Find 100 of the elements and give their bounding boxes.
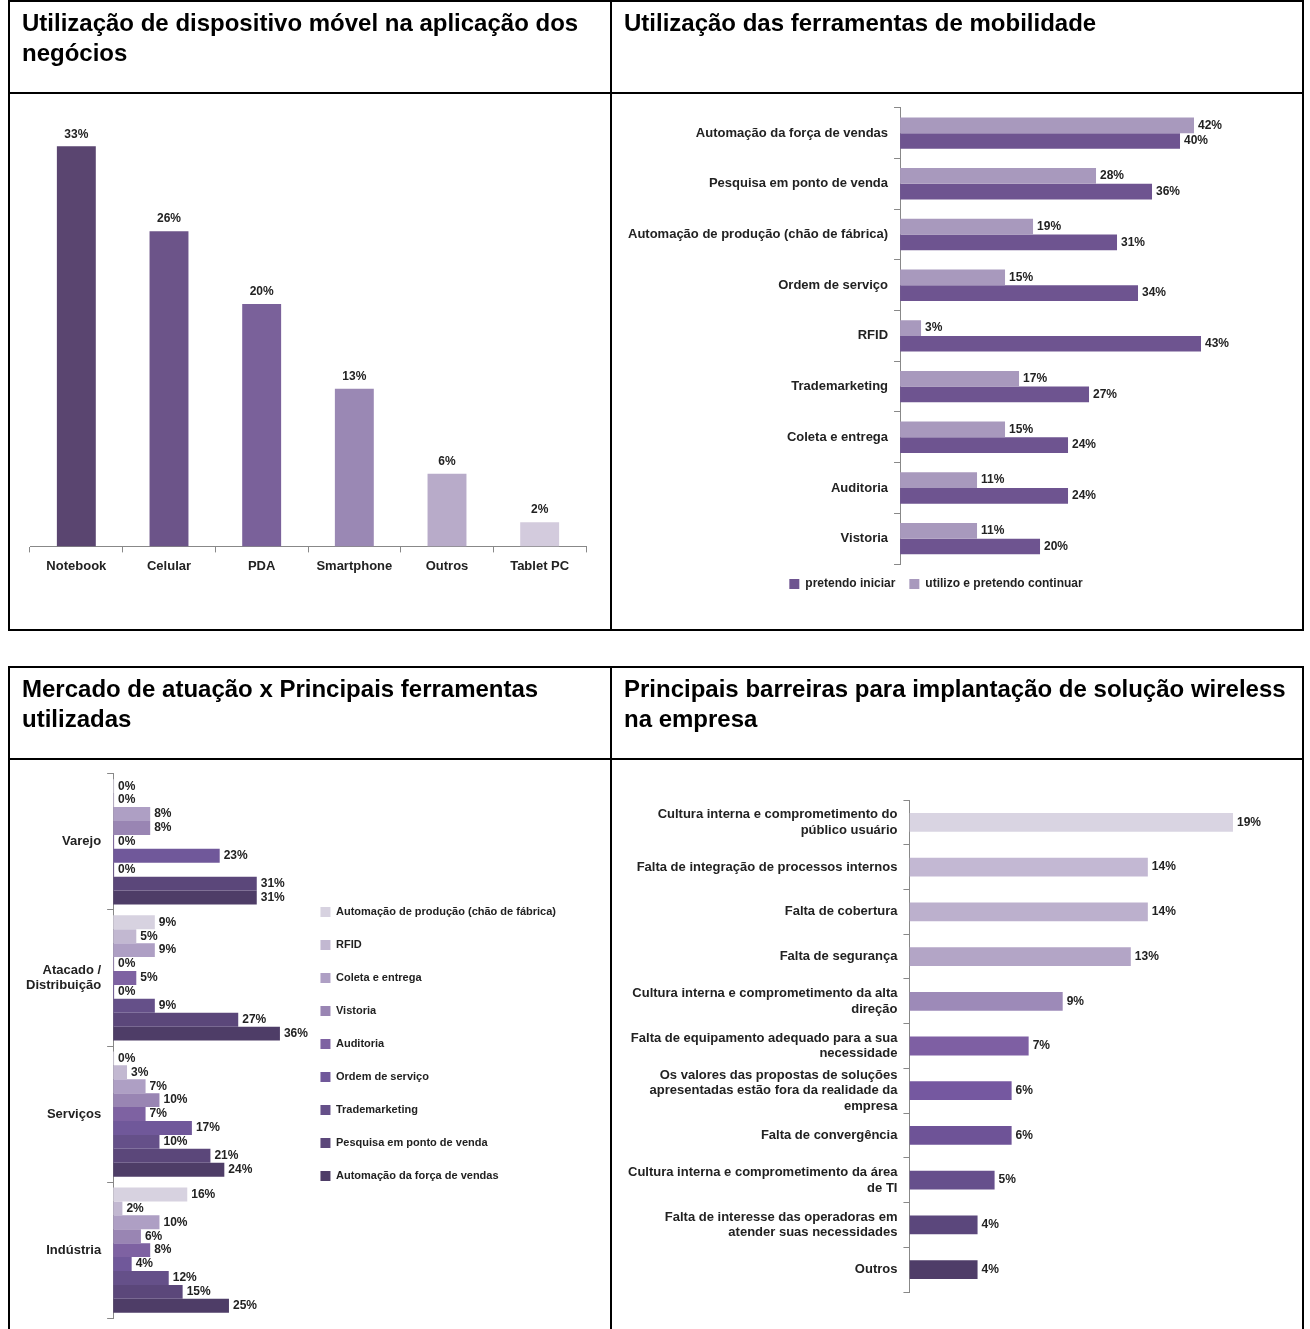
data-label: 0%	[118, 778, 136, 793]
y-tick-label: Cultura interna e comprometimento da área de TI	[628, 1163, 899, 1195]
data-label: 9%	[158, 998, 177, 1013]
y-tick-label: Falta de interesse das operadoras em atender suas necessidades	[664, 1208, 898, 1240]
data-label: 0%	[118, 834, 136, 849]
data-label: 36%	[283, 1025, 309, 1040]
data-label: 9%	[1066, 993, 1085, 1008]
data-label: 19%	[1236, 814, 1262, 829]
data-label: 33%	[64, 126, 89, 141]
data-label: 14%	[1151, 904, 1177, 919]
y-tick-label: Serviços	[46, 1105, 102, 1121]
data-label: 36%	[1156, 184, 1181, 198]
y-tick-label: Automação da força de vendas	[695, 124, 889, 140]
legend-label: Pesquisa em ponto de venda	[335, 1136, 489, 1149]
x-tick-label: Notebook	[46, 557, 108, 573]
data-label: 42%	[1198, 117, 1223, 132]
y-tick-label: Trademarketing	[791, 378, 889, 394]
data-label: 15%	[1009, 269, 1034, 284]
y-tick-label: Varejo	[62, 833, 102, 849]
y-tick-label: Indústria	[46, 1241, 102, 1257]
data-label: 0%	[118, 984, 136, 999]
y-tick-label: Outros	[854, 1261, 898, 1277]
data-label: 9%	[158, 942, 177, 957]
data-label: 3%	[131, 1064, 149, 1079]
data-label: 24%	[1072, 488, 1097, 503]
data-label: 15%	[186, 1284, 211, 1299]
data-label: 6%	[1015, 1083, 1034, 1098]
data-label: 8%	[154, 1242, 172, 1257]
x-tick-label: Celular	[146, 557, 192, 573]
data-label: 27%	[1093, 386, 1118, 401]
data-label: 4%	[981, 1261, 1000, 1276]
data-label: 8%	[154, 806, 172, 821]
data-label: 20%	[249, 284, 274, 299]
data-label: 24%	[1072, 437, 1097, 452]
data-label: 5%	[998, 1172, 1017, 1187]
data-label: 11%	[981, 523, 1005, 538]
data-label: 8%	[154, 820, 172, 835]
data-label: 10%	[163, 1134, 188, 1149]
data-label: 4%	[135, 1256, 154, 1271]
y-tick-label: Falta de convergência	[760, 1127, 899, 1143]
y-tick-label: RFID	[857, 327, 889, 343]
legend-label: Automação de produção (chão de fábrica)	[335, 905, 557, 918]
data-label: 4%	[981, 1217, 1000, 1232]
data-label: 40%	[1184, 133, 1209, 148]
data-label: 21%	[214, 1148, 239, 1163]
data-label: 20%	[1044, 538, 1069, 553]
y-tick-label: Coleta e entrega	[786, 428, 889, 444]
data-label: 7%	[149, 1106, 168, 1121]
data-label: 17%	[1023, 371, 1048, 386]
data-label: 6%	[438, 453, 456, 468]
data-label: 9%	[158, 914, 177, 929]
y-tick-label: Os valores das propostas de soluções apresentadas estão fora da realidade da empresa	[649, 1066, 899, 1113]
data-label: 14%	[1151, 859, 1177, 874]
data-label: 19%	[1037, 218, 1062, 233]
chart-title: Mercado de atuação x Principais ferramentas utilizadas	[10, 668, 610, 760]
data-label: 5%	[140, 970, 158, 985]
chart-title: Principais barreiras para implantação de solução wireless na empresa	[612, 668, 1302, 760]
chart-title: Utilização de dispositivo móvel na aplicação dos negócios	[10, 2, 610, 94]
data-label: 6%	[1015, 1127, 1034, 1142]
data-label: 13%	[342, 369, 367, 384]
data-label: 31%	[260, 889, 286, 904]
data-label: 0%	[118, 956, 136, 971]
data-label: 2%	[530, 502, 549, 517]
data-label: 0%	[118, 792, 136, 807]
data-label: 27%	[242, 1012, 267, 1026]
data-label: 6%	[144, 1228, 163, 1243]
data-label: 17%	[195, 1120, 221, 1135]
y-tick-label: Cultura interna e comprometimento da alta direção	[632, 985, 899, 1016]
data-label: 0%	[118, 861, 136, 876]
y-tick-label: Pesquisa em ponto de venda	[708, 175, 889, 191]
data-label: 5%	[140, 928, 158, 943]
legend-label: Trademarketing	[335, 1103, 418, 1116]
data-label: 31%	[1121, 234, 1146, 249]
legend-label: Vistoria	[335, 1004, 377, 1017]
y-tick-label: Vistoria	[840, 530, 889, 546]
data-label: 2%	[126, 1200, 145, 1215]
y-tick-label: Automação de produção (chão de fábrica)	[628, 226, 889, 242]
legend-label: Automação da força de vendas	[335, 1169, 499, 1182]
y-tick-label: Cultura interna e comprometimento do público usuário	[657, 806, 898, 837]
data-label: 11%	[981, 472, 1005, 487]
data-label: 23%	[223, 848, 249, 863]
legend-label: Ordem de serviço	[335, 1070, 430, 1083]
y-tick-label: Falta de cobertura	[784, 903, 899, 919]
data-label: 3%	[925, 320, 943, 335]
data-label: 31%	[260, 875, 286, 890]
data-label: 12%	[172, 1270, 198, 1285]
data-label: 16%	[191, 1186, 216, 1201]
data-label: 43%	[1205, 336, 1230, 351]
y-tick-label: Atacado / Distribuição	[26, 961, 102, 993]
data-label: 10%	[163, 1214, 188, 1229]
data-label: 25%	[232, 1298, 258, 1313]
data-label: 26%	[156, 211, 182, 226]
y-tick-label: Ordem de serviço	[778, 276, 889, 292]
y-tick-label: Falta de segurança	[779, 948, 899, 964]
chart-title: Utilização das ferramentas de mobilidade	[612, 2, 1302, 94]
y-tick-label: Auditoria	[830, 479, 889, 495]
data-label: 7%	[149, 1078, 168, 1093]
data-label: 15%	[1009, 421, 1034, 436]
data-label: 0%	[118, 1050, 136, 1065]
data-label: 7%	[1032, 1038, 1051, 1053]
